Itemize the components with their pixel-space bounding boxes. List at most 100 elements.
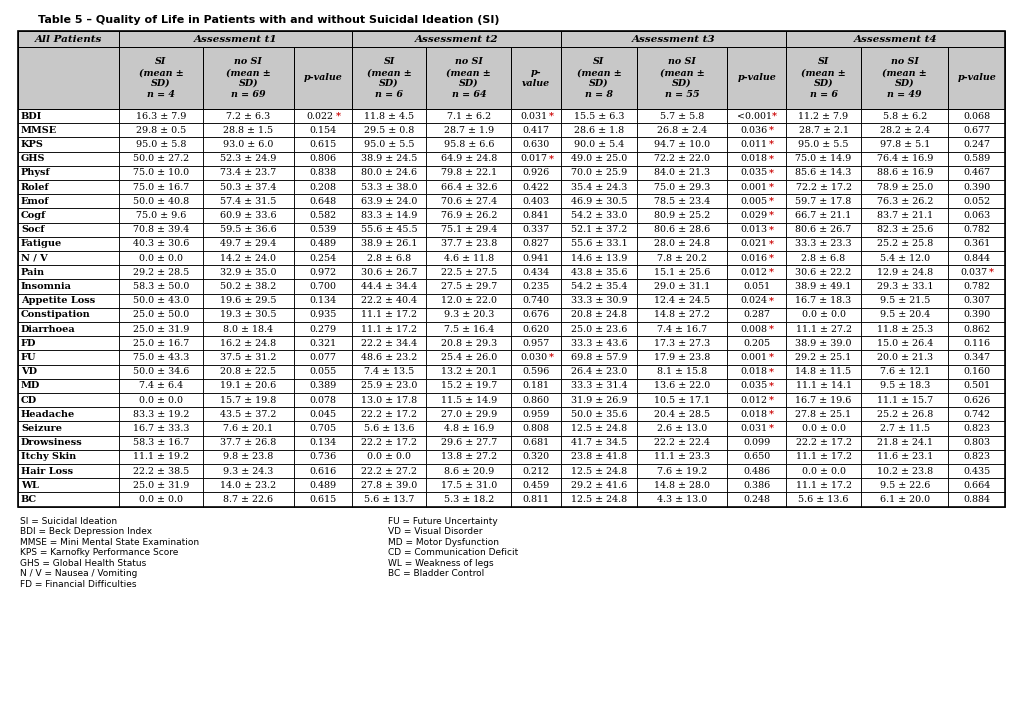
Bar [786,109,860,123]
Bar [636,280,727,293]
Bar [352,407,426,421]
Text: 14.8 ± 27.2: 14.8 ± 27.2 [653,311,709,319]
Text: 11.1 ± 15.7: 11.1 ± 15.7 [876,396,932,404]
Text: SI
(mean ±
SD)
n = 4: SI (mean ± SD) n = 4 [139,58,183,99]
Bar [203,265,293,280]
Bar [511,208,560,223]
Bar [18,308,1004,322]
Bar [18,336,1004,350]
Text: CD = Communication Deficit: CD = Communication Deficit [387,548,518,557]
Text: Appetite Loss: Appetite Loss [21,296,95,305]
Bar [426,166,511,180]
Bar [786,151,860,166]
Bar [352,151,426,166]
Text: 0.018: 0.018 [740,367,767,376]
Bar [948,223,1004,236]
Bar [860,407,948,421]
Bar [636,435,727,450]
Bar [511,322,560,336]
Text: *: * [768,239,773,249]
Text: 12.0 ± 22.0: 12.0 ± 22.0 [440,296,496,305]
Bar [636,47,727,109]
Text: 27.5 ± 29.7: 27.5 ± 29.7 [440,282,496,291]
Text: 40.3 ± 30.6: 40.3 ± 30.6 [132,239,189,249]
Text: 0.823: 0.823 [962,452,989,461]
Bar [560,478,636,492]
Bar [727,435,786,450]
Bar [426,393,511,407]
Bar [18,251,118,265]
Bar [426,322,511,336]
Text: 0.063: 0.063 [962,211,989,220]
Text: 29.2 ± 41.6: 29.2 ± 41.6 [571,481,627,490]
Text: 8.6 ± 20.9: 8.6 ± 20.9 [443,466,493,476]
Text: 0.0 ± 0.0: 0.0 ± 0.0 [367,452,411,461]
Text: 11.1 ± 17.2: 11.1 ± 17.2 [361,324,417,334]
Bar [786,251,860,265]
Text: 11.1 ± 17.2: 11.1 ± 17.2 [361,311,417,319]
Bar [727,350,786,365]
Text: *: * [768,410,773,419]
Text: 30.6 ± 22.2: 30.6 ± 22.2 [795,267,851,277]
Text: 50.0 ± 34.6: 50.0 ± 34.6 [132,367,189,376]
Text: 0.467: 0.467 [962,169,989,177]
Text: 0.099: 0.099 [743,438,769,447]
Bar [426,293,511,308]
Text: 75.0 ± 16.7: 75.0 ± 16.7 [132,182,189,192]
Text: All Patients: All Patients [35,35,102,43]
Bar [948,464,1004,478]
Bar [426,265,511,280]
Text: 38.9 ± 24.5: 38.9 ± 24.5 [361,154,417,163]
Text: 7.4 ± 6.4: 7.4 ± 6.4 [139,381,182,390]
Text: 25.2 ± 25.8: 25.2 ± 25.8 [875,239,932,249]
Text: 7.6 ± 20.1: 7.6 ± 20.1 [223,424,273,433]
Text: 43.5 ± 37.2: 43.5 ± 37.2 [220,410,276,419]
Bar [352,350,426,365]
Text: MD: MD [21,381,40,390]
Text: Drowsiness: Drowsiness [21,438,83,447]
Bar [293,180,352,194]
Bar [948,265,1004,280]
Text: 0.055: 0.055 [309,367,336,376]
Text: 0.648: 0.648 [309,197,336,205]
Text: 7.6 ± 12.1: 7.6 ± 12.1 [878,367,929,376]
Text: 19.6 ± 29.5: 19.6 ± 29.5 [220,296,276,305]
Text: 48.6 ± 23.2: 48.6 ± 23.2 [361,353,417,362]
Bar [560,180,636,194]
Bar [636,322,727,336]
Text: 7.8 ± 20.2: 7.8 ± 20.2 [656,254,706,262]
Bar [727,194,786,208]
Text: 7.2 ± 6.3: 7.2 ± 6.3 [226,112,270,120]
Bar [727,47,786,109]
Bar [786,194,860,208]
Bar [560,236,636,251]
Text: 22.2 ± 40.4: 22.2 ± 40.4 [361,296,417,305]
Text: 19.1 ± 20.6: 19.1 ± 20.6 [220,381,276,390]
Bar [293,336,352,350]
Bar [511,280,560,293]
Text: 0.650: 0.650 [743,452,769,461]
Bar [293,379,352,393]
Text: 0.884: 0.884 [962,495,989,504]
Text: 28.0 ± 24.8: 28.0 ± 24.8 [653,239,709,249]
Bar [426,109,511,123]
Text: 80.6 ± 28.6: 80.6 ± 28.6 [653,225,709,234]
Text: 15.5 ± 6.3: 15.5 ± 6.3 [573,112,624,120]
Text: 17.3 ± 27.3: 17.3 ± 27.3 [653,339,709,348]
Text: 55.6 ± 33.1: 55.6 ± 33.1 [570,239,627,249]
Bar [293,435,352,450]
Text: 0.037: 0.037 [960,267,986,277]
Bar [560,47,636,109]
Text: p-value: p-value [957,74,996,82]
Text: 35.4 ± 24.3: 35.4 ± 24.3 [571,182,627,192]
Bar [560,194,636,208]
Text: 72.2 ± 17.2: 72.2 ± 17.2 [795,182,851,192]
Bar [560,322,636,336]
Bar [352,293,426,308]
Bar [511,194,560,208]
Text: Diarrhoea: Diarrhoea [21,324,75,334]
Text: 0.862: 0.862 [962,324,989,334]
Text: 22.2 ± 22.4: 22.2 ± 22.4 [653,438,709,447]
Bar [18,208,118,223]
Text: BDI: BDI [21,112,42,120]
